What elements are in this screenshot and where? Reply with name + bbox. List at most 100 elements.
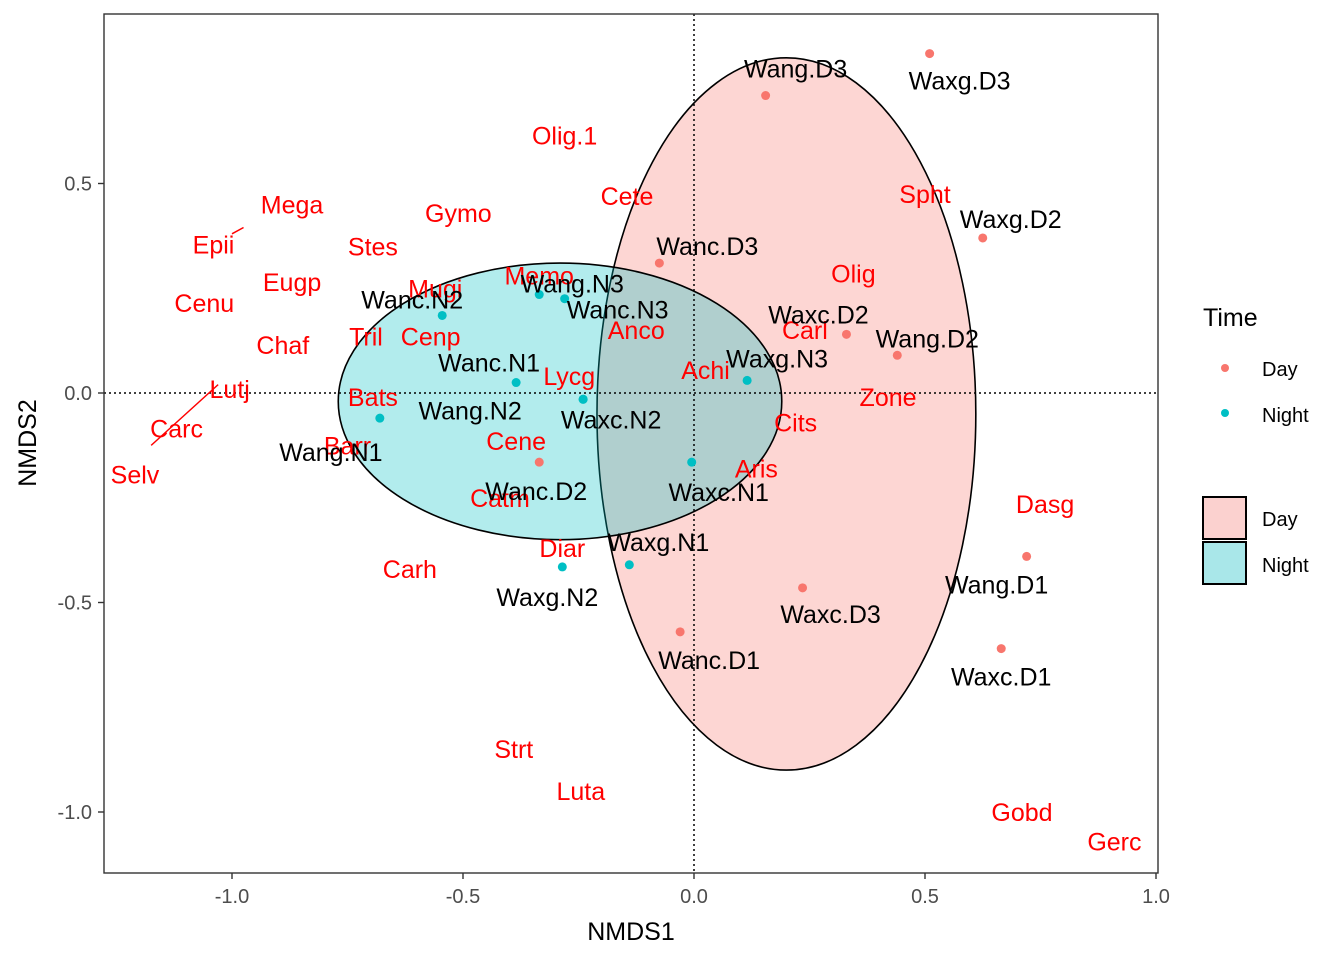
species-label: Achi — [681, 357, 730, 385]
site-label: Waxc.N2 — [561, 406, 661, 434]
species-label: Mega — [261, 191, 324, 219]
species-label: Selv — [111, 462, 160, 490]
species-label: Gerc — [1087, 828, 1141, 856]
species-label: Cete — [601, 183, 654, 211]
x-tick-label: 0.5 — [911, 886, 939, 908]
site-point-day — [978, 233, 988, 243]
site-label: Wanc.N3 — [567, 297, 669, 325]
species-label: Stes — [348, 233, 398, 261]
species-label: Aris — [735, 455, 778, 483]
species-label: Chaf — [256, 332, 309, 360]
species-label: Zone — [860, 384, 917, 412]
legend: Time Day Night Day Night — [1202, 304, 1309, 585]
species-label: Olig — [831, 261, 875, 289]
site-label: Wanc.D1 — [658, 647, 760, 675]
species-label: Mugi — [408, 275, 462, 303]
legend-night-point — [1221, 409, 1229, 417]
species-label: Olig.1 — [532, 122, 597, 150]
species-label: Cits — [774, 409, 817, 437]
site-label: Wang.N3 — [521, 271, 624, 299]
site-label: Wang.D2 — [876, 325, 979, 353]
legend-day-fill-label: Day — [1262, 509, 1298, 531]
species-label: Spht — [899, 181, 950, 209]
species-label: Tril — [349, 323, 383, 351]
site-label: Wang.N1 — [279, 439, 382, 467]
site-point-night — [511, 378, 521, 388]
site-label: Waxc.D2 — [768, 301, 868, 329]
x-tick-label: -0.5 — [446, 886, 480, 908]
site-point-day — [761, 91, 771, 101]
site-label: Waxg.D3 — [909, 68, 1011, 96]
site-label: Waxg.D2 — [960, 206, 1062, 234]
site-point-night — [578, 394, 588, 404]
x-tick-label: 0.0 — [680, 886, 708, 908]
x-tick-label: -1.0 — [215, 886, 249, 908]
site-label: Wanc.D2 — [485, 478, 587, 506]
species-label: Luta — [556, 778, 605, 806]
species-label: Gymo — [425, 200, 492, 228]
species-label: Gobd — [991, 799, 1052, 827]
site-point-night — [534, 290, 544, 300]
legend-day-label: Day — [1262, 359, 1298, 381]
species-label: Anco — [608, 317, 665, 345]
species-label: Epii — [193, 231, 235, 259]
species-label: Lutj — [210, 376, 250, 404]
plot-panel: Olig.1 Cete Spht Mega Gymo Epii Stes Olig Memo Eu… — [103, 13, 1159, 874]
x-axis-title: NMDS1 — [587, 918, 675, 946]
legend-day-point — [1221, 364, 1229, 372]
y-tick-label: -0.5 — [58, 593, 92, 615]
site-point-night — [624, 560, 634, 570]
axes: -1.0 -0.5 0.0 0.5 1.0 -1.0 -0.5 0.0 0.5 — [58, 174, 1170, 909]
species-label: Cenp — [401, 323, 461, 351]
legend-day-fill-key — [1202, 496, 1247, 540]
species-label: Dasg — [1016, 491, 1074, 519]
site-point-night — [557, 562, 567, 572]
species-label: Carh — [383, 556, 437, 584]
site-point-day — [798, 583, 808, 593]
y-axis-title: NMDS2 — [14, 399, 42, 487]
ellipse-day — [596, 57, 977, 771]
site-label: Wanc.D3 — [656, 233, 758, 261]
legend-night-fill-key — [1202, 541, 1247, 585]
legend-time-title: Time — [1203, 304, 1258, 332]
site-label: Wanc.N2 — [361, 286, 463, 314]
site-label: Waxc.D3 — [780, 601, 880, 629]
species-label: Catm — [470, 485, 530, 513]
site-label: Wang.D3 — [744, 56, 847, 84]
site-point-day — [841, 329, 851, 339]
species-label: Lycg — [543, 363, 595, 391]
y-tick-label: 0.5 — [64, 174, 92, 196]
species-label: Diar — [539, 535, 585, 563]
species-label: Cenu — [174, 290, 234, 318]
site-point-day — [925, 49, 935, 59]
site-point-night — [375, 413, 385, 423]
species-label: Carc — [150, 416, 203, 444]
panel-content: Olig.1 Cete Spht Mega Gymo Epii Stes Olig Memo Eu… — [104, 14, 1158, 873]
species-label: Carl — [782, 317, 828, 345]
site-point-day — [534, 457, 544, 467]
y-tick-label: 0.0 — [64, 383, 92, 405]
species-leader-line — [150, 384, 219, 446]
site-point-day — [1022, 551, 1032, 561]
site-point-day — [675, 627, 685, 637]
site-point-night — [687, 457, 697, 467]
species-label: Cene — [486, 428, 546, 456]
site-label: Waxg.N1 — [607, 529, 709, 557]
site-label: Wang.N2 — [418, 397, 521, 425]
site-point-day — [892, 350, 902, 360]
site-point-night — [742, 375, 752, 385]
species-label: Eugp — [263, 269, 321, 297]
site-point-night — [437, 310, 447, 320]
species-leader-line — [231, 226, 244, 235]
site-label: Wanc.N1 — [438, 350, 540, 378]
ellipse-night — [337, 262, 783, 541]
panel-border — [103, 13, 1159, 874]
species-label: Barr — [324, 432, 371, 460]
site-label: Waxc.N1 — [668, 479, 768, 507]
site-label: Wang.D1 — [945, 571, 1048, 599]
species-label: Memo — [504, 263, 573, 291]
site-label: Waxg.N2 — [496, 584, 598, 612]
panel-background — [104, 14, 1158, 873]
species-label: Strt — [494, 736, 533, 764]
